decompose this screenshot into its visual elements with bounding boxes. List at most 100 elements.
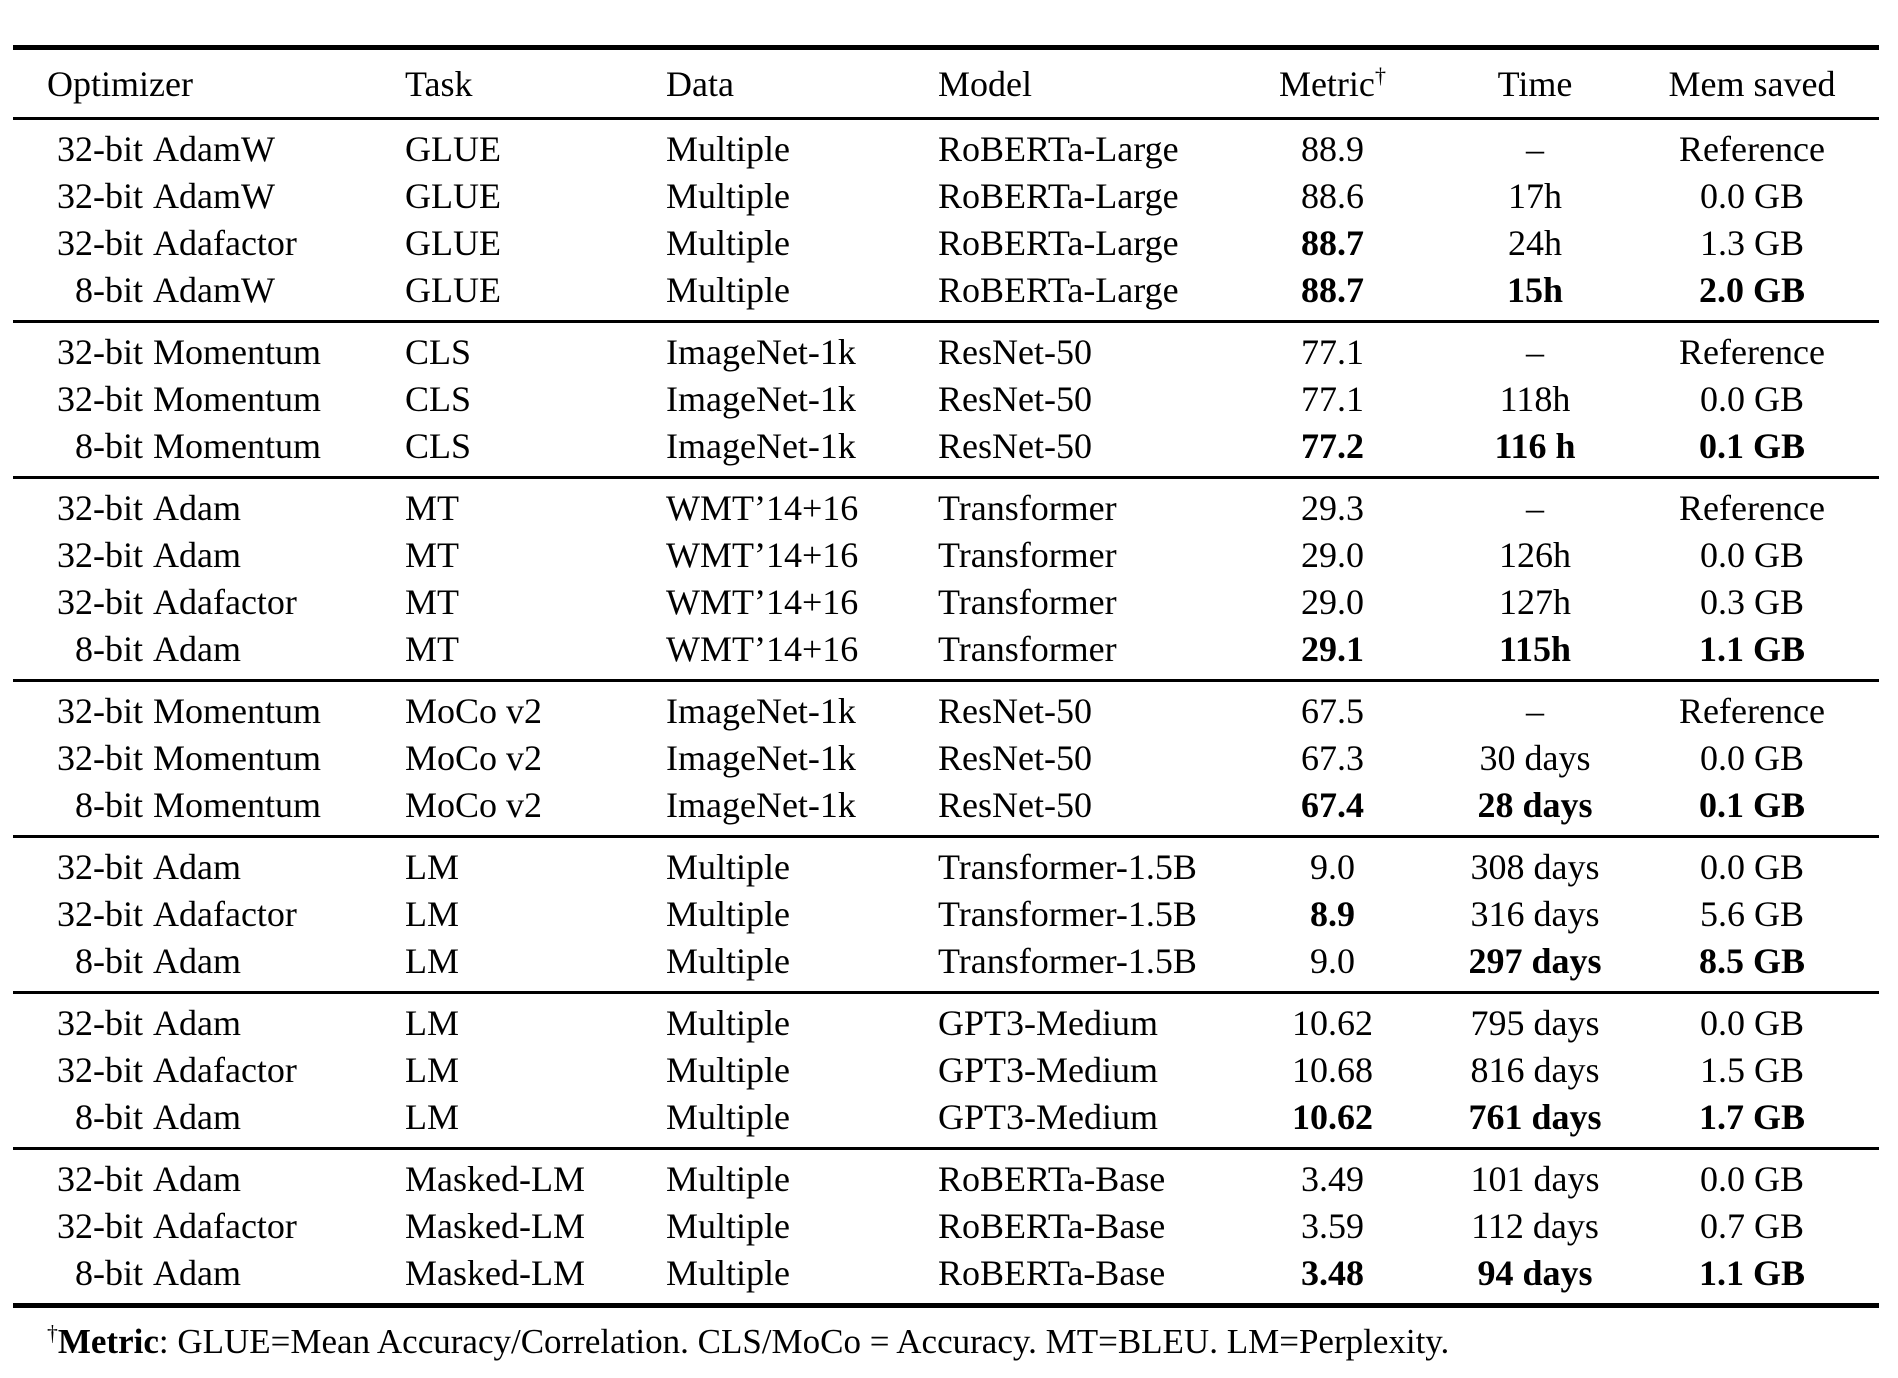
mem-saved-cell: Reference [1679,332,1825,372]
metric-cell: 29.3 [1301,488,1364,528]
mem-saved-cell: 0.3 GB [1699,582,1804,622]
optimizer-name: Momentum [153,426,321,466]
time-cell: 308 days [1470,847,1600,887]
optimizer-bits: 32-bit [57,1003,143,1043]
data-cell: ImageNet-1k [666,379,856,419]
time-cell: 816 days [1470,1050,1600,1090]
time-cell: – [1526,691,1544,731]
data-cell: ImageNet-1k [666,738,856,778]
optimizer-cell: 32-bit Adafactor [13,891,405,938]
mem-saved-cell: Reference [1679,129,1825,169]
model-cell: Transformer [938,629,1117,669]
model-cell: ResNet-50 [938,379,1092,419]
task-cell: MT [405,488,459,528]
model-cell: GPT3-Medium [938,1097,1158,1137]
time-cell: 15h [1506,270,1564,310]
model-cell: RoBERTa-Large [938,223,1179,263]
model-cell: Transformer-1.5B [938,894,1197,934]
time-cell: 30 days [1479,738,1591,778]
task-cell: GLUE [405,129,501,169]
mem-saved-cell: 0.1 GB [1698,785,1805,825]
time-cell: 17h [1508,176,1562,216]
model-cell: Transformer-1.5B [938,847,1197,887]
data-cell: Multiple [666,270,790,310]
optimizer-bits: 32-bit [57,691,143,731]
table-row: 8-bit Adam LM Multiple Transformer-1.5B 9… [13,938,1879,993]
task-cell: LM [405,1050,459,1090]
optimizer-name: Adam [153,488,241,528]
table-row: 32-bit AdamW GLUE Multiple RoBERTa-Large … [13,173,1879,220]
mem-saved-cell: 2.0 GB [1698,270,1805,310]
metric-label: Metric [1278,63,1375,104]
mem-saved-cell: 0.0 GB [1699,1003,1804,1043]
task-cell: LM [405,1097,459,1137]
table-row: 32-bit Momentum MoCo v2 ImageNet-1k ResNe… [13,681,1879,736]
mem-saved-cell: 1.1 GB [1698,1253,1805,1293]
task-cell: MT [405,535,459,575]
optimizer-name: Adam [153,1253,241,1293]
mem-saved-cell: 5.6 GB [1699,894,1804,934]
time-cell: 116 h [1494,426,1576,466]
optimizer-bits: 8-bit [75,941,143,981]
table-row: 32-bit Adafactor LM Multiple Transformer-… [13,891,1879,938]
data-cell: Multiple [666,1159,790,1199]
optimizer-bits: 32-bit [57,582,143,622]
task-cell: CLS [405,379,472,419]
task-cell: MT [405,582,459,622]
metric-cell: 77.1 [1301,379,1364,419]
optimizer-cell: 8-bit Momentum [13,782,405,837]
data-cell: Multiple [666,1097,790,1137]
optimizer-cell: 8-bit Adam [13,938,405,993]
metric-cell: 3.49 [1301,1159,1364,1199]
optimizer-name: Adam [153,1097,241,1137]
optimizer-cell: 32-bit Momentum [13,322,405,377]
metric-cell: 29.0 [1301,582,1364,622]
optimizer-cell: 8-bit AdamW [13,267,405,322]
footnote-dagger-icon: † [47,1321,58,1346]
mem-saved-cell: 0.0 GB [1699,379,1804,419]
time-cell: 126h [1499,535,1571,575]
optimizer-name: Adafactor [153,582,297,622]
optimizer-cell: 32-bit Adam [13,837,405,892]
model-cell: GPT3-Medium [938,1050,1158,1090]
metric-cell: 10.68 [1292,1050,1373,1090]
metric-cell: 77.2 [1301,426,1364,466]
metric-cell: 29.0 [1301,535,1364,575]
data-cell: WMT’14+16 [666,582,859,622]
optimizer-bits: 32-bit [57,738,143,778]
table-group: 32-bit Adam MT WMT’14+16 Transformer 29.3… [13,477,1879,681]
optimizer-bits: 32-bit [57,894,143,934]
optimizer-name: Momentum [153,785,321,825]
data-cell: ImageNet-1k [666,785,856,825]
metric-cell: 10.62 [1292,1097,1373,1137]
table-group: 32-bit AdamW GLUE Multiple RoBERTa-Large … [13,118,1879,322]
optimizer-bits: 32-bit [57,1206,143,1246]
time-cell: 316 days [1470,894,1600,934]
model-cell: GPT3-Medium [938,1003,1158,1043]
task-cell: Masked-LM [405,1206,585,1246]
column-header-task: Task [405,47,666,120]
footnote: †Metric: GLUE=Mean Accuracy/Correlation.… [47,1320,1898,1364]
table-row: 8-bit Momentum MoCo v2 ImageNet-1k ResNet… [13,782,1879,837]
optimizer-name: Adam [153,629,241,669]
optimizer-cell: 32-bit Adam [13,1149,405,1204]
paper-table-page: Optimizer Task Data Model Metric† Time M… [0,45,1898,1378]
time-cell: – [1526,129,1544,169]
table-row: 32-bit Momentum CLS ImageNet-1k ResNet-50… [13,322,1879,377]
time-cell: 118h [1499,379,1571,419]
table-group: 32-bit Adam LM Multiple GPT3-Medium 10.62… [13,992,1879,1149]
optimizer-bits: 8-bit [75,270,143,310]
optimizer-name: Momentum [153,332,321,372]
task-cell: GLUE [405,176,501,216]
task-cell: MT [405,629,459,669]
table-row: 32-bit Momentum CLS ImageNet-1k ResNet-50… [13,376,1879,423]
table-group: 32-bit Momentum MoCo v2 ImageNet-1k ResNe… [13,680,1879,837]
optimizer-name: Adam [153,535,241,575]
model-cell: Transformer [938,488,1117,528]
optimizer-name: Adam [153,1003,241,1043]
mem-saved-cell: 1.5 GB [1699,1050,1804,1090]
data-cell: Multiple [666,847,790,887]
optimizer-cell: 32-bit Momentum [13,681,405,736]
time-cell: – [1526,488,1544,528]
optimizer-bits: 32-bit [57,1050,143,1090]
